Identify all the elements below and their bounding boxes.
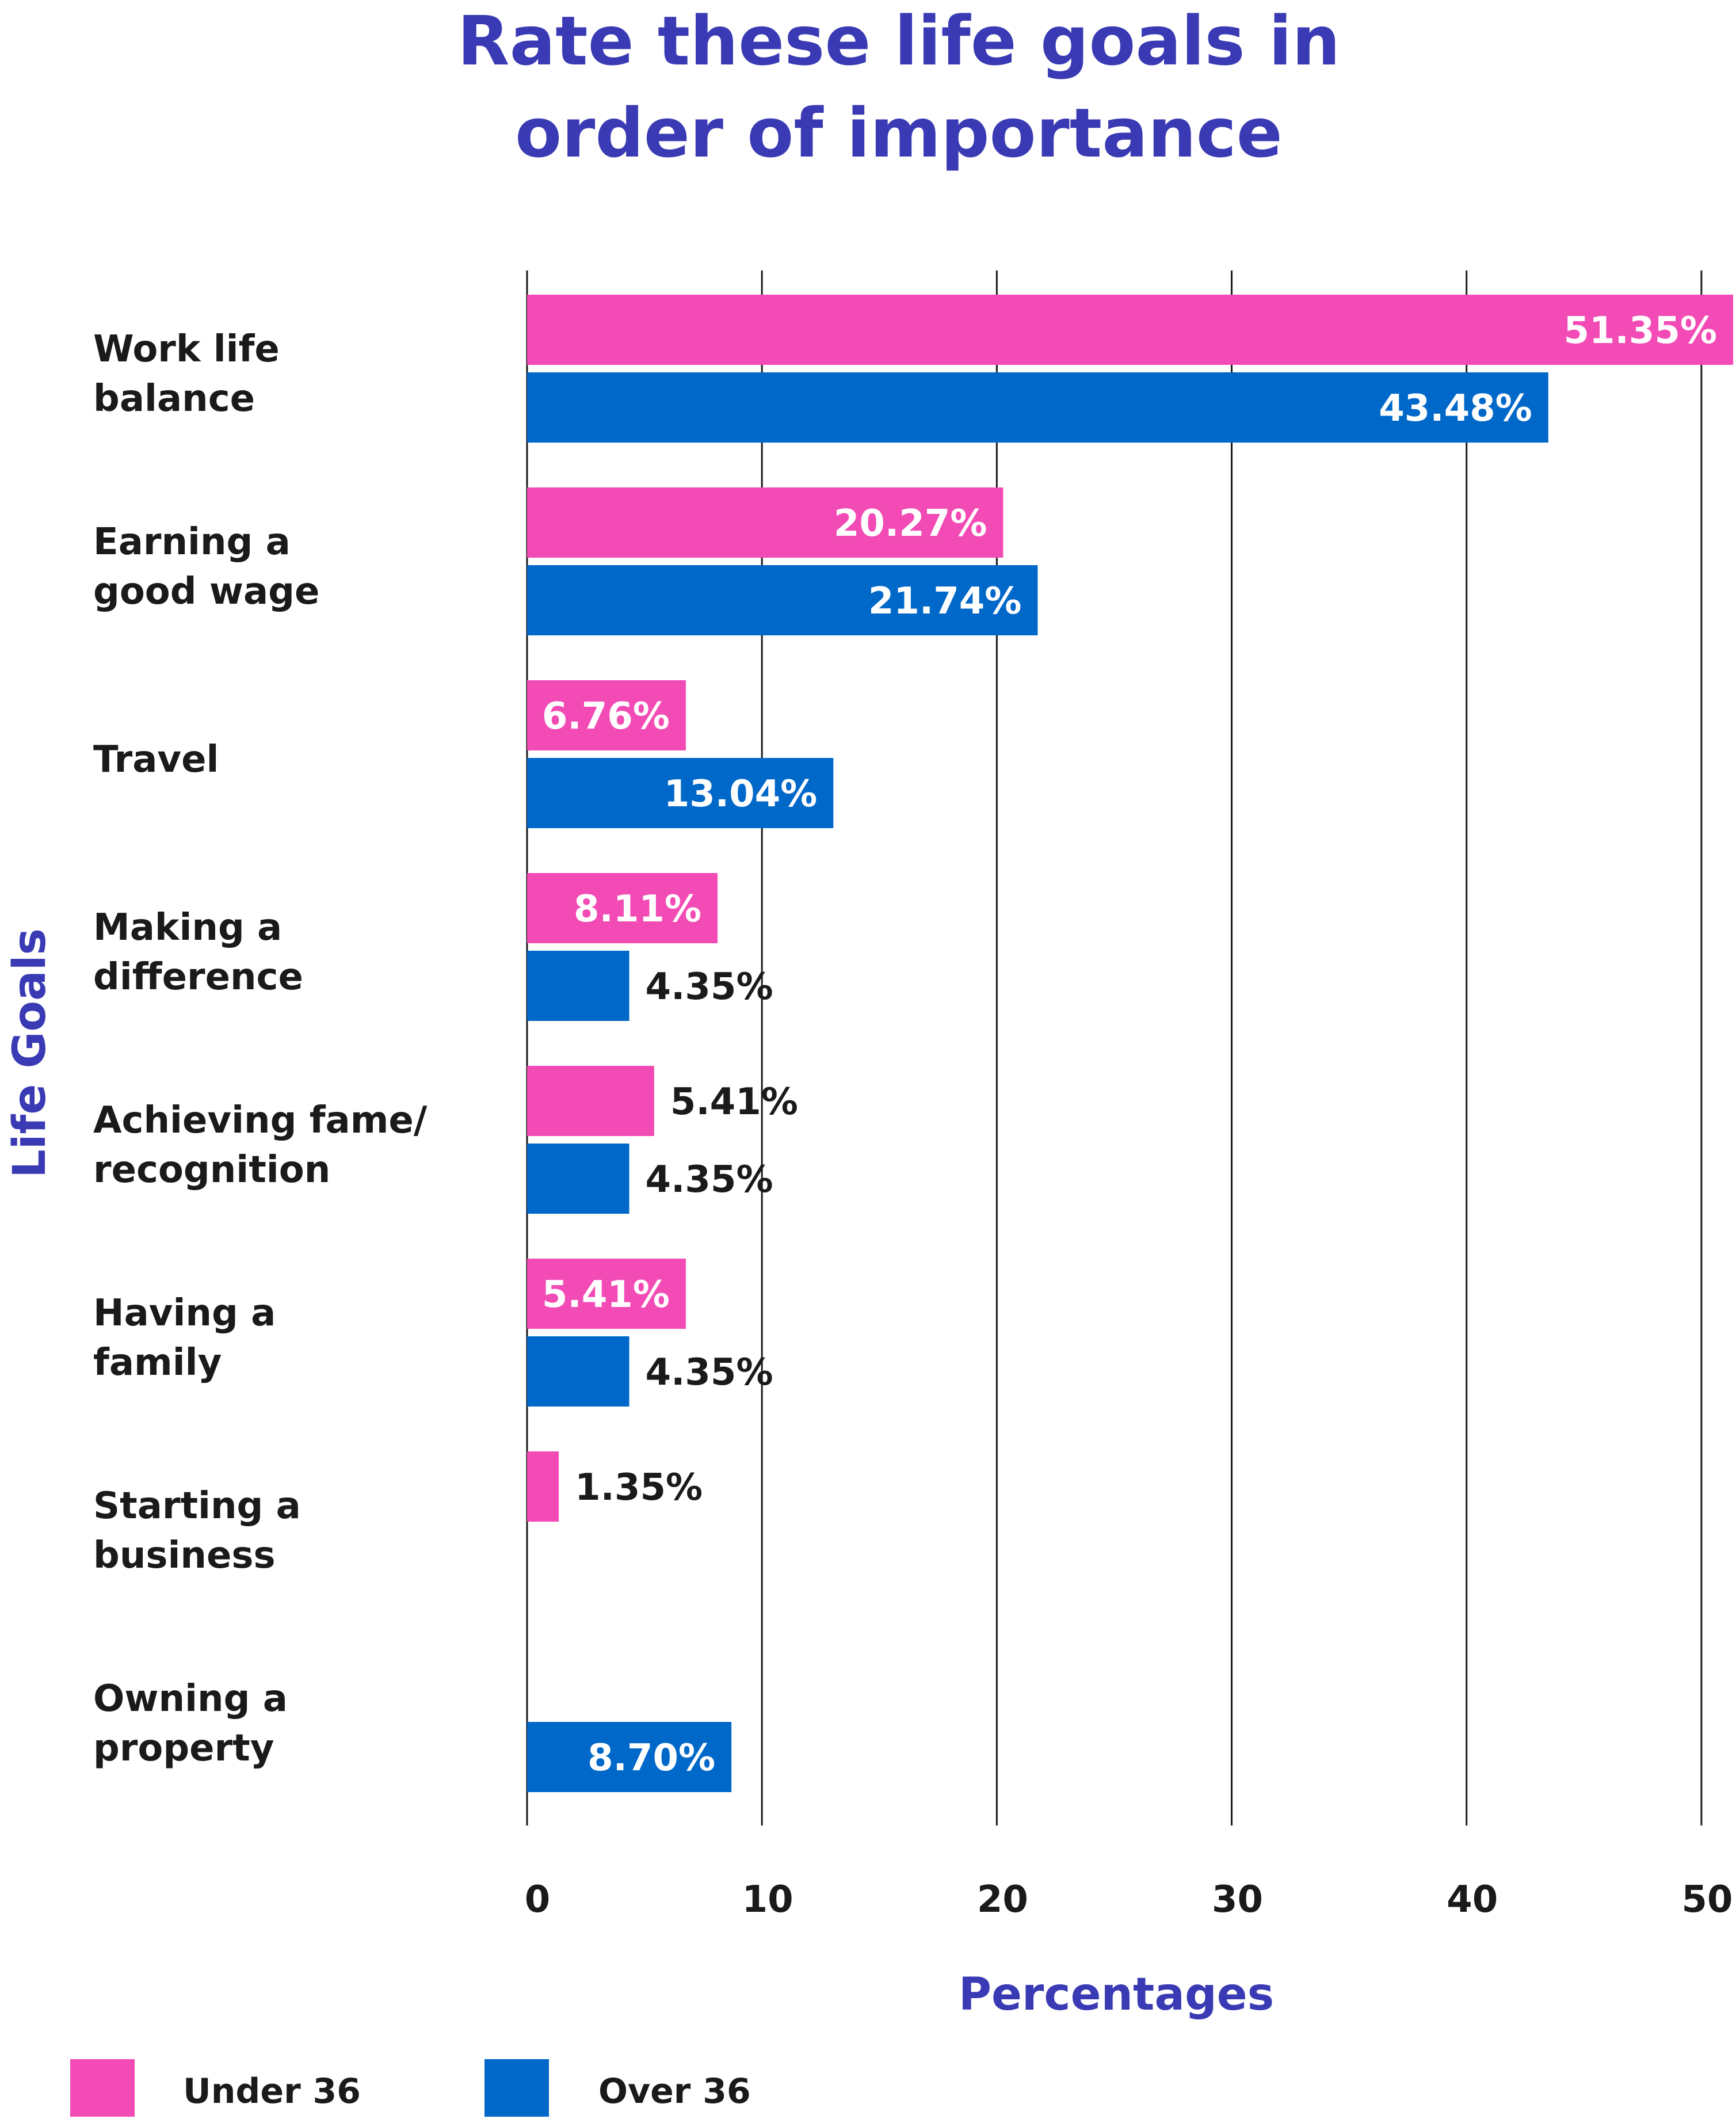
- bars: [527, 295, 1733, 1792]
- category-label-0-line-1: Work life: [93, 328, 280, 371]
- legend-label-under-36: Under 36: [183, 2071, 361, 2112]
- x-tick-0: 0: [525, 1878, 551, 1921]
- x-tick-10: 10: [742, 1878, 793, 1921]
- category-label-5-line-2: family: [93, 1341, 222, 1384]
- value-label-over-36-7: 8.70%: [587, 1737, 715, 1779]
- x-tick-50: 50: [1681, 1878, 1733, 1921]
- value-label-under-36-5: 5.41%: [542, 1274, 670, 1316]
- bar-over-36-2: [527, 758, 834, 828]
- category-label-3-line-2: difference: [93, 956, 303, 998]
- value-label-under-36-2: 6.76%: [542, 695, 670, 738]
- value-label-over-36-5: 4.35%: [646, 1351, 773, 1394]
- axis-titles: Percentages Life Goals: [4, 928, 1274, 2021]
- value-labels: 51.35% 43.48% 20.27% 21.74% 6.76% 13.04% 8.11%…: [542, 310, 1717, 1779]
- legend-label-over-36: Over 36: [598, 2071, 751, 2112]
- legend-swatch-under-36: [70, 2059, 135, 2117]
- legend: Under 36 Over 36: [70, 2059, 751, 2117]
- value-label-over-36-4: 4.35%: [646, 1158, 773, 1201]
- x-tick-40: 40: [1447, 1878, 1498, 1921]
- legend-swatch-over-36: [484, 2059, 549, 2117]
- category-label-6-line-1: Starting a: [93, 1485, 301, 1527]
- bar-under-36-0: [527, 295, 1733, 365]
- bar-over-36-0: [527, 372, 1548, 443]
- category-label-1-line-2: good wage: [93, 570, 319, 613]
- bar-under-36-4: [527, 1066, 654, 1136]
- title-line-2: order of importance: [515, 93, 1283, 173]
- x-tick-20: 20: [977, 1878, 1028, 1921]
- bar-under-36-3: [527, 873, 718, 943]
- value-label-under-36-6: 1.35%: [575, 1466, 703, 1509]
- bar-under-36-6: [527, 1451, 559, 1522]
- bar-under-36-5: [527, 1259, 686, 1329]
- value-label-under-36-4: 5.41%: [670, 1081, 798, 1123]
- value-label-over-36-2: 13.04%: [664, 773, 818, 815]
- x-axis-title: Percentages: [959, 1969, 1274, 2021]
- category-label-7-line-1: Owning a: [93, 1678, 288, 1720]
- bar-under-36-2: [527, 680, 686, 750]
- bar-over-36-5: [527, 1336, 629, 1407]
- value-label-over-36-0: 43.48%: [1379, 387, 1532, 430]
- category-label-5-line-1: Having a: [93, 1292, 276, 1335]
- x-tick-labels: 0 10 20 30 40 50: [525, 1878, 1733, 1921]
- title-line-1: Rate these life goals in: [457, 1, 1341, 81]
- category-label-3-line-1: Making a: [93, 906, 282, 949]
- y-axis-title: Life Goals: [4, 928, 56, 1178]
- category-label-1-line-1: Earning a: [93, 521, 291, 563]
- category-labels: Work life balance Earning a good wage Travel…: [93, 328, 428, 1770]
- category-label-6-line-2: business: [93, 1534, 276, 1577]
- value-label-under-36-3: 8.11%: [574, 888, 701, 931]
- chart-title: Rate these life goals in order of importa…: [457, 1, 1341, 173]
- category-label-7-line-2: property: [93, 1727, 274, 1770]
- bar-over-36-7: [527, 1722, 732, 1792]
- category-label-0-line-2: balance: [93, 378, 255, 420]
- bar-over-36-3: [527, 951, 629, 1021]
- category-label-4-line-1: Achieving fame/: [93, 1099, 428, 1142]
- x-tick-30: 30: [1212, 1878, 1263, 1921]
- category-label-2-line-1: Travel: [93, 738, 219, 781]
- bar-over-36-1: [527, 565, 1038, 635]
- value-label-under-36-0: 51.35%: [1563, 310, 1717, 352]
- value-label-over-36-1: 21.74%: [868, 580, 1022, 623]
- bar-over-36-4: [527, 1144, 629, 1214]
- value-label-under-36-1: 20.27%: [834, 502, 987, 545]
- bar-under-36-1: [527, 487, 1004, 558]
- category-label-4-line-2: recognition: [93, 1149, 330, 1191]
- value-label-over-36-3: 4.35%: [646, 966, 773, 1008]
